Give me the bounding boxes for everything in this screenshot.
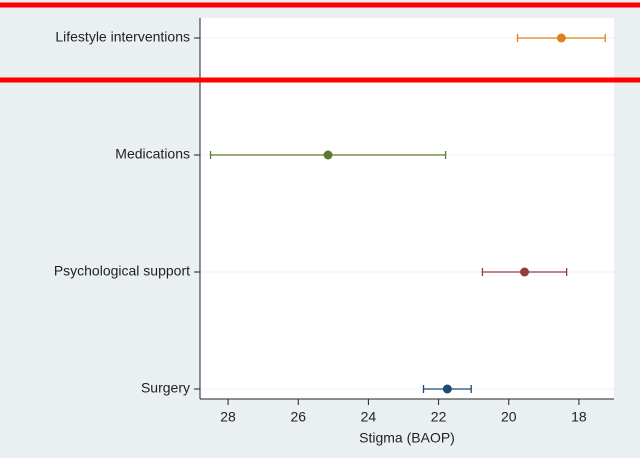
x-tick-label: 22 bbox=[431, 409, 447, 425]
x-tick-label: 26 bbox=[290, 409, 306, 425]
y-tick-label: Psychological support bbox=[54, 263, 190, 279]
y-tick-label: Surgery bbox=[141, 380, 190, 396]
point bbox=[520, 267, 530, 277]
x-tick-label: 24 bbox=[361, 409, 377, 425]
x-tick-label: 20 bbox=[501, 409, 517, 425]
y-tick-label: Lifestyle interventions bbox=[55, 29, 190, 45]
y-tick-label: Medications bbox=[115, 146, 190, 162]
x-tick-label: 18 bbox=[571, 409, 587, 425]
plot-area bbox=[200, 18, 614, 399]
x-axis-label: Stigma (BAOP) bbox=[359, 430, 455, 446]
point bbox=[442, 384, 452, 394]
x-tick-label: 28 bbox=[220, 409, 236, 425]
point bbox=[323, 150, 333, 160]
point bbox=[556, 33, 566, 43]
